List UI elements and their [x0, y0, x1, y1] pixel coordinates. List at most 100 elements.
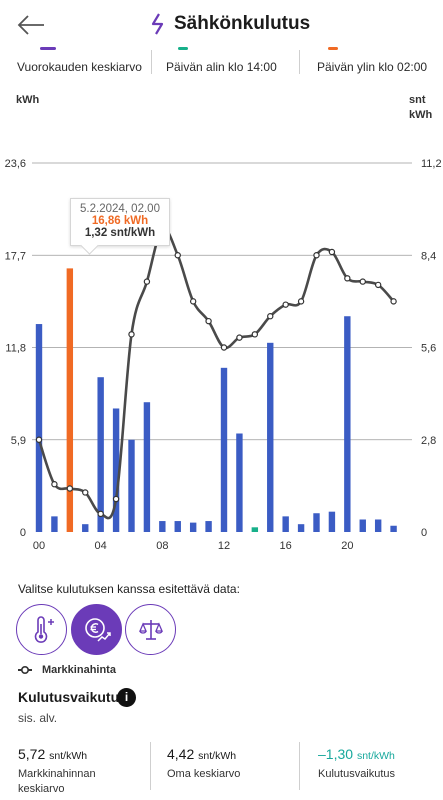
y-tick-label: 0: [20, 527, 26, 539]
right-axis-unit: kWh: [409, 109, 433, 121]
value-unit: snt/kWh: [356, 750, 395, 762]
average-color-marker: [40, 47, 56, 50]
legend-label: Markkinahinta: [42, 664, 116, 676]
consumption-bar: [112, 408, 120, 532]
consumption-bar: [251, 527, 259, 532]
header: Sähkönkulutus: [0, 0, 443, 50]
consumption-bar: [359, 519, 366, 532]
y-tick-label: 23,6: [5, 158, 26, 170]
price-point: [374, 281, 382, 289]
top-stats: Vuorokauden keskiarvo Päivän alin klo 14…: [0, 44, 443, 78]
impact-title: Kulutusvaikutus: [18, 689, 127, 705]
consumption-bar: [344, 316, 351, 532]
price-point: [344, 275, 351, 282]
vat-note: sis. alv.: [18, 711, 58, 725]
consumption-chart[interactable]: kWh snt kWh 23,6 11,2 17,7 8,4 11,8 5,6 5,9 2,8 0 0 0…: [0, 86, 443, 556]
daily-max-label: Päivän ylin klo 02:00: [317, 60, 428, 74]
price-point: [82, 489, 89, 496]
x-tick-label: 04: [95, 540, 107, 552]
price-point: [251, 331, 259, 338]
left-axis-unit: kWh: [16, 94, 40, 106]
price-point: [267, 313, 274, 320]
consumption-bar: [189, 522, 197, 532]
label-line: keskiarvo: [18, 783, 65, 795]
arrow-left-icon: [17, 15, 44, 35]
x-tick-label: 20: [341, 540, 353, 552]
chart-legend: Markkinahinta: [18, 664, 116, 676]
info-icon[interactable]: i: [117, 688, 136, 707]
y-right-tick-label: 2,8: [421, 435, 436, 447]
x-tick-label: 12: [218, 540, 230, 552]
price-point: [174, 252, 181, 259]
min-color-marker: [178, 47, 188, 50]
market-price-line: [37, 226, 395, 520]
consumption-bar: [267, 342, 274, 532]
daily-average-label: Vuorokauden keskiarvo: [17, 60, 142, 74]
consumption-bar: [51, 516, 58, 532]
data-select-label: Valitse kulutuksen kanssa esitettävä dat…: [18, 582, 240, 596]
consumption-bar: [236, 433, 243, 532]
y-right-tick-label: 0: [421, 527, 427, 539]
divider: [299, 742, 300, 790]
consumption-impact-option-button[interactable]: [125, 604, 176, 655]
price-point: [112, 495, 120, 503]
tooltip-consumption: 16,86 kWh: [91, 215, 149, 227]
chart-tooltip: 5.2.2024, 02.00 16,86 kWh 1,32 snt/kWh: [70, 198, 170, 246]
lightning-icon: [151, 13, 164, 35]
consumption-bar: [328, 511, 336, 532]
price-point: [97, 510, 104, 518]
price-point: [390, 298, 397, 305]
price-point: [220, 344, 228, 351]
y-right-tick-label: 11,2: [421, 158, 442, 170]
consumption-bar: [35, 324, 43, 532]
price-point: [143, 278, 151, 285]
price-point: [297, 298, 305, 305]
price-point: [66, 485, 74, 492]
consumption-bar: [390, 525, 397, 532]
y-right-tick-label: 8,4: [421, 250, 436, 262]
y-tick-label: 5,9: [11, 435, 26, 447]
price-point: [359, 278, 366, 285]
price-point: [128, 331, 135, 338]
price-point: [313, 252, 320, 259]
y-tick-label: 17,7: [5, 250, 26, 262]
daily-min-label: Päivän alin klo 14:00: [166, 60, 277, 74]
tooltip-date: 5.2.2024, 02.00: [80, 203, 160, 215]
market-average-value: 5,72 snt/kWh: [18, 746, 96, 762]
market-average-stat: 5,72 snt/kWh Markkinahinnan keskiarvo: [18, 746, 96, 797]
consumption-bar: [66, 268, 74, 532]
consumption-bar: [97, 377, 104, 532]
y-right-tick-label: 5,6: [421, 343, 436, 355]
market-average-label: Markkinahinnan keskiarvo: [18, 767, 96, 797]
price-point: [205, 317, 212, 325]
value-number: 5,72: [18, 746, 46, 762]
own-average-value: 4,42 snt/kWh: [167, 746, 240, 762]
value-unit: snt/kWh: [198, 750, 237, 762]
consumption-bar: [128, 439, 135, 532]
price-point: [236, 334, 243, 341]
own-average-label: Oma keskiarvo: [167, 768, 241, 780]
impact-stat: –1,30 snt/kWh Kulutusvaikutus: [318, 746, 395, 782]
line-marker-icon: [18, 665, 32, 675]
impact-label: Kulutusvaikutus: [318, 768, 396, 780]
value-number: 4,42: [167, 746, 195, 762]
market-price-option-button[interactable]: [71, 604, 122, 655]
scales-icon: [138, 619, 163, 640]
title-wrap: Sähkönkulutus: [150, 12, 310, 36]
thermometer-icon: [34, 615, 54, 643]
price-point: [35, 436, 43, 443]
page-title: Sähkönkulutus: [174, 13, 311, 34]
divider: [299, 50, 300, 74]
label-line: Markkinahinnan: [18, 768, 96, 780]
x-tick-label: 08: [156, 540, 168, 552]
consumption-bar: [313, 513, 320, 532]
temperature-option-button[interactable]: [16, 604, 67, 655]
back-button[interactable]: [16, 12, 46, 38]
consumption-bar: [143, 402, 151, 532]
max-color-marker: [328, 47, 338, 50]
own-average-stat: 4,42 snt/kWh Oma keskiarvo: [167, 746, 240, 782]
x-tick-label: 16: [280, 540, 292, 552]
impact-value: –1,30 snt/kWh: [318, 746, 395, 762]
consumption-bar: [374, 519, 382, 532]
